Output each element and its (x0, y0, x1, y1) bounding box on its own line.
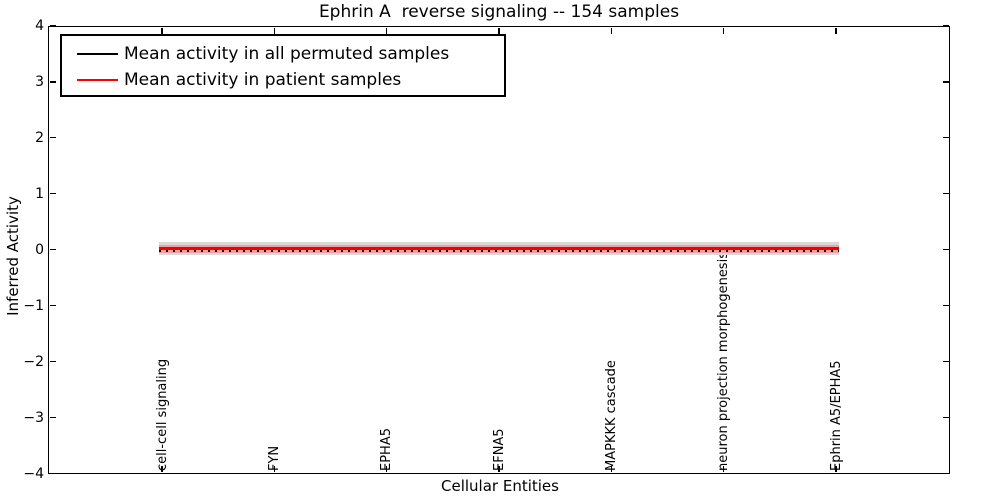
chart-title: Ephrin A reverse signaling -- 154 sample… (318, 2, 680, 22)
y-tick-label: 2 (35, 129, 44, 146)
y-tick-label: −4 (23, 465, 44, 482)
y-tick-label: −3 (23, 409, 44, 426)
y-tick-label: −1 (23, 297, 44, 314)
patient-mean-line (159, 247, 839, 250)
x-tick-mark-bottom (610, 466, 612, 472)
x-tick-mark-top (835, 27, 837, 34)
y-tick-mark-left (50, 472, 56, 475)
x-tick-mark-top (498, 27, 500, 34)
legend-line-sample-patient (77, 79, 118, 81)
y-tick-mark-left (50, 305, 56, 307)
x-tick-mark-bottom (273, 466, 275, 472)
x-tick-mark-top (161, 27, 163, 34)
y-tick-mark-right (942, 249, 949, 251)
permuted-mean-dotted-line (159, 249, 839, 252)
y-tick-mark-right (942, 193, 949, 195)
y-tick-label: 0 (35, 241, 44, 258)
y-tick-mark-right (942, 361, 949, 363)
y-tick-label: −2 (23, 353, 44, 370)
x-tick-mark-top (273, 27, 275, 34)
legend-entry-permuted: Mean activity in all permuted samples (62, 41, 504, 67)
x-axis-label: Cellular Entities (441, 477, 559, 495)
x-tick-mark-bottom (161, 466, 163, 472)
y-tick-mark-right (942, 416, 949, 419)
x-tick-mark-top (610, 27, 612, 34)
y-tick-mark-left (50, 193, 56, 195)
y-tick-mark-left (50, 249, 56, 251)
y-tick-mark-right (942, 25, 949, 27)
y-tick-label: 4 (35, 18, 44, 34)
y-tick-mark-left (50, 137, 56, 139)
y-tick-label: 3 (35, 73, 44, 90)
y-tick-mark-left (50, 25, 56, 27)
x-tick-mark-bottom (723, 466, 725, 472)
x-tick-mark-bottom (498, 466, 500, 472)
y-tick-mark-left (50, 361, 56, 363)
x-tick-mark-top (386, 27, 388, 34)
y-tick-mark-right (942, 472, 949, 475)
legend: Mean activity in all permuted samples Me… (60, 34, 506, 97)
y-tick-mark-right (942, 137, 949, 139)
y-tick-mark-left (50, 416, 56, 419)
y-tick-label: 1 (35, 185, 44, 202)
y-tick-mark-left (50, 81, 56, 83)
y-tick-mark-right (942, 81, 949, 83)
legend-entry-patient: Mean activity in patient samples (62, 67, 504, 93)
x-tick-mark-bottom (386, 466, 388, 472)
legend-label-permuted: Mean activity in all permuted samples (124, 44, 450, 64)
y-tick-mark-right (942, 305, 949, 307)
x-tick-mark-bottom (835, 466, 837, 472)
legend-line-sample-permuted (77, 53, 118, 55)
legend-label-patient: Mean activity in patient samples (124, 70, 402, 90)
x-tick-mark-top (723, 27, 725, 34)
